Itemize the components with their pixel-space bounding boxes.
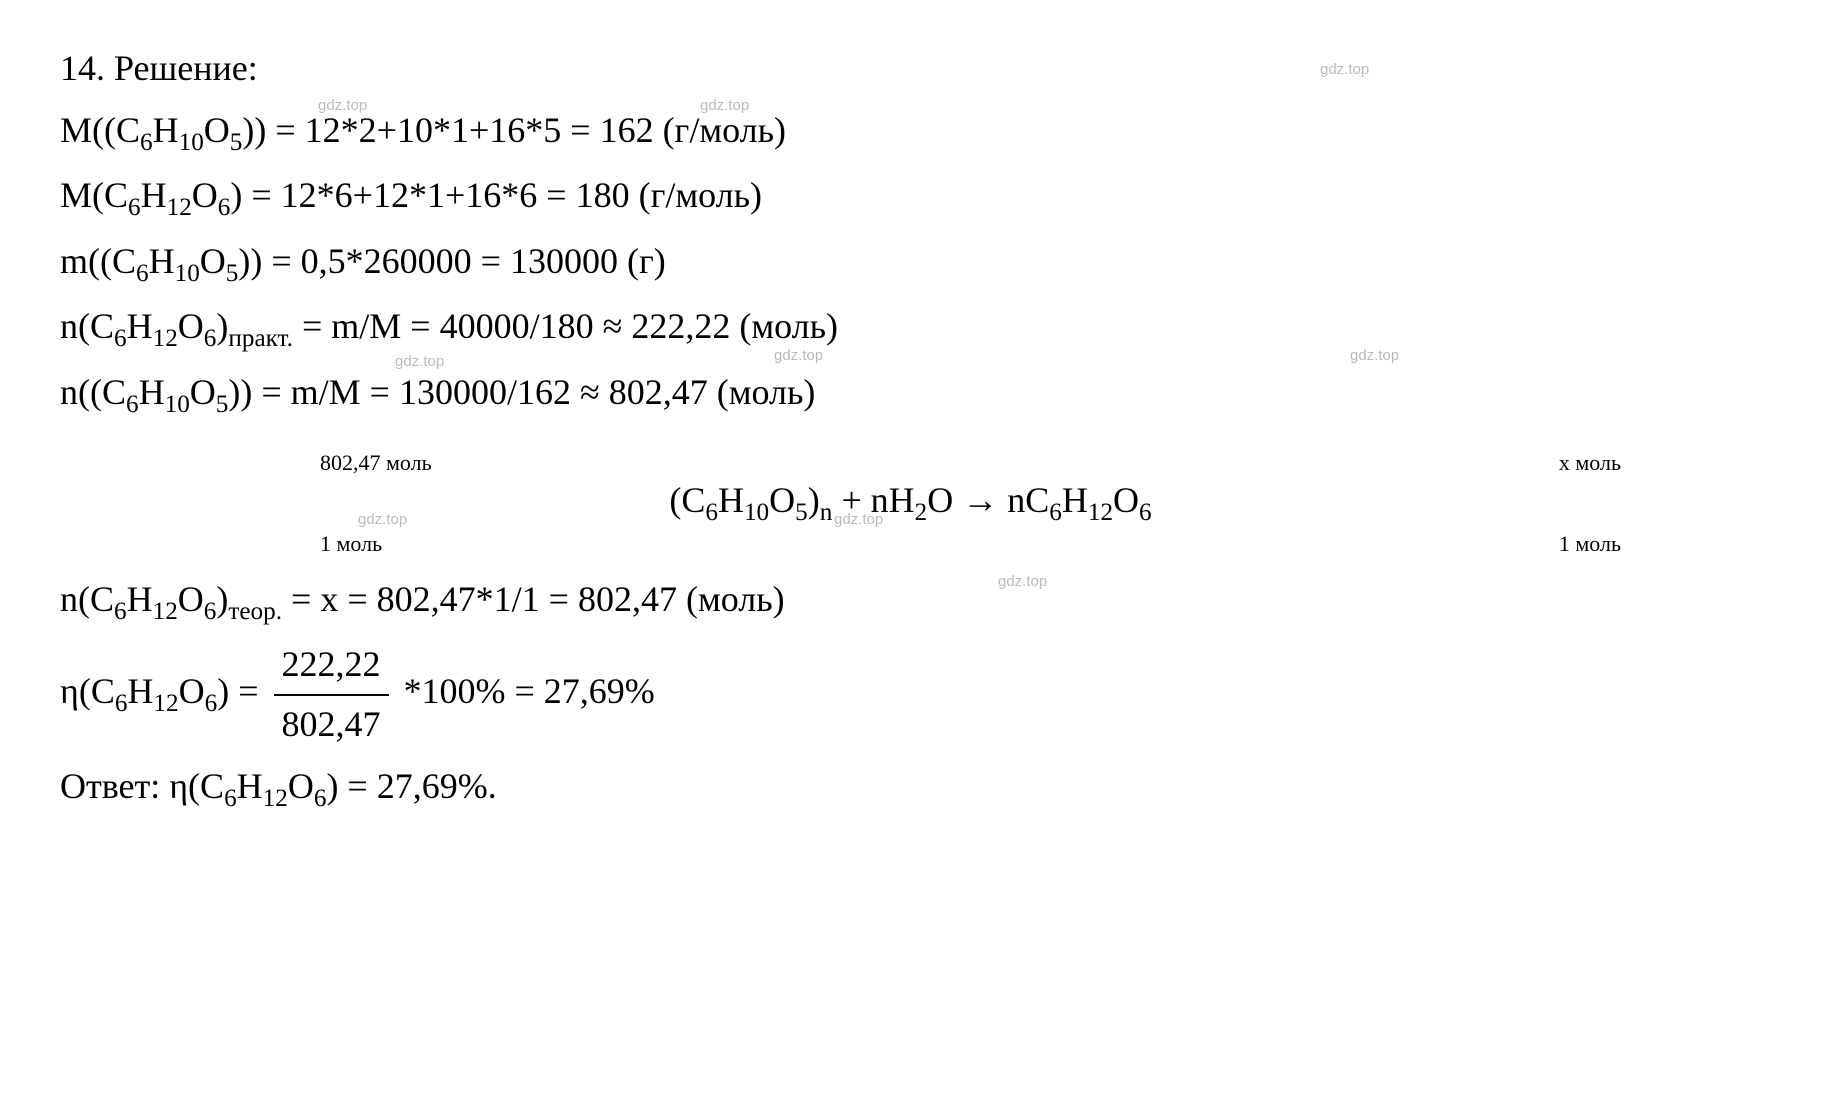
annotation-bot-left: 1 моль xyxy=(320,526,382,561)
solution-container: 14. Решение: M((C6H10O5)) = 12*2+10*1+16… xyxy=(60,40,1761,819)
calc-line-1: M((C6H10O5)) = 12*2+10*1+16*5 = 162 (г/м… xyxy=(60,102,1761,164)
fraction-denominator: 802,47 xyxy=(274,696,389,754)
calc-line-4: n(C6H12O6)практ. = m/M = 40000/180 ≈ 222… xyxy=(60,298,1761,360)
equation-block: 802,47 моль x моль (C6H10O5)n + nH2O → n… xyxy=(60,445,1761,561)
annotation-top-right: x моль xyxy=(1559,445,1621,480)
fraction-numerator: 222,22 xyxy=(274,636,389,696)
fraction: 222,22 802,47 xyxy=(274,636,389,753)
fraction-suffix: *100% = 27,69% xyxy=(404,671,655,711)
calc-line-2: M(C6H12O6) = 12*6+12*1+16*6 = 180 (г/мол… xyxy=(60,167,1761,229)
annotation-top-left: 802,47 моль xyxy=(320,445,432,480)
solution-title: Решение: xyxy=(114,48,258,88)
calc-line-8: η(C6H12O6) = 222,22 802,47 *100% = 27,69… xyxy=(60,636,1761,753)
problem-number: 14. xyxy=(60,48,105,88)
header-line: 14. Решение: xyxy=(60,40,1761,98)
calc-line-3: m((C6H10O5)) = 0,5*260000 = 130000 (г) xyxy=(60,233,1761,295)
calc-line-5: n((C6H10O5)) = m/M = 130000/162 ≈ 802,47… xyxy=(60,364,1761,426)
calc-line-7: n(C6H12O6)теор. = x = 802,47*1/1 = 802,4… xyxy=(60,571,1761,633)
answer-line: Ответ: η(C6H12O6) = 27,69%. xyxy=(60,758,1761,820)
annotation-bot-right: 1 моль xyxy=(1559,526,1621,561)
reaction-equation: (C6H10O5)n + nH2O → nC6H12O6 xyxy=(60,472,1761,534)
